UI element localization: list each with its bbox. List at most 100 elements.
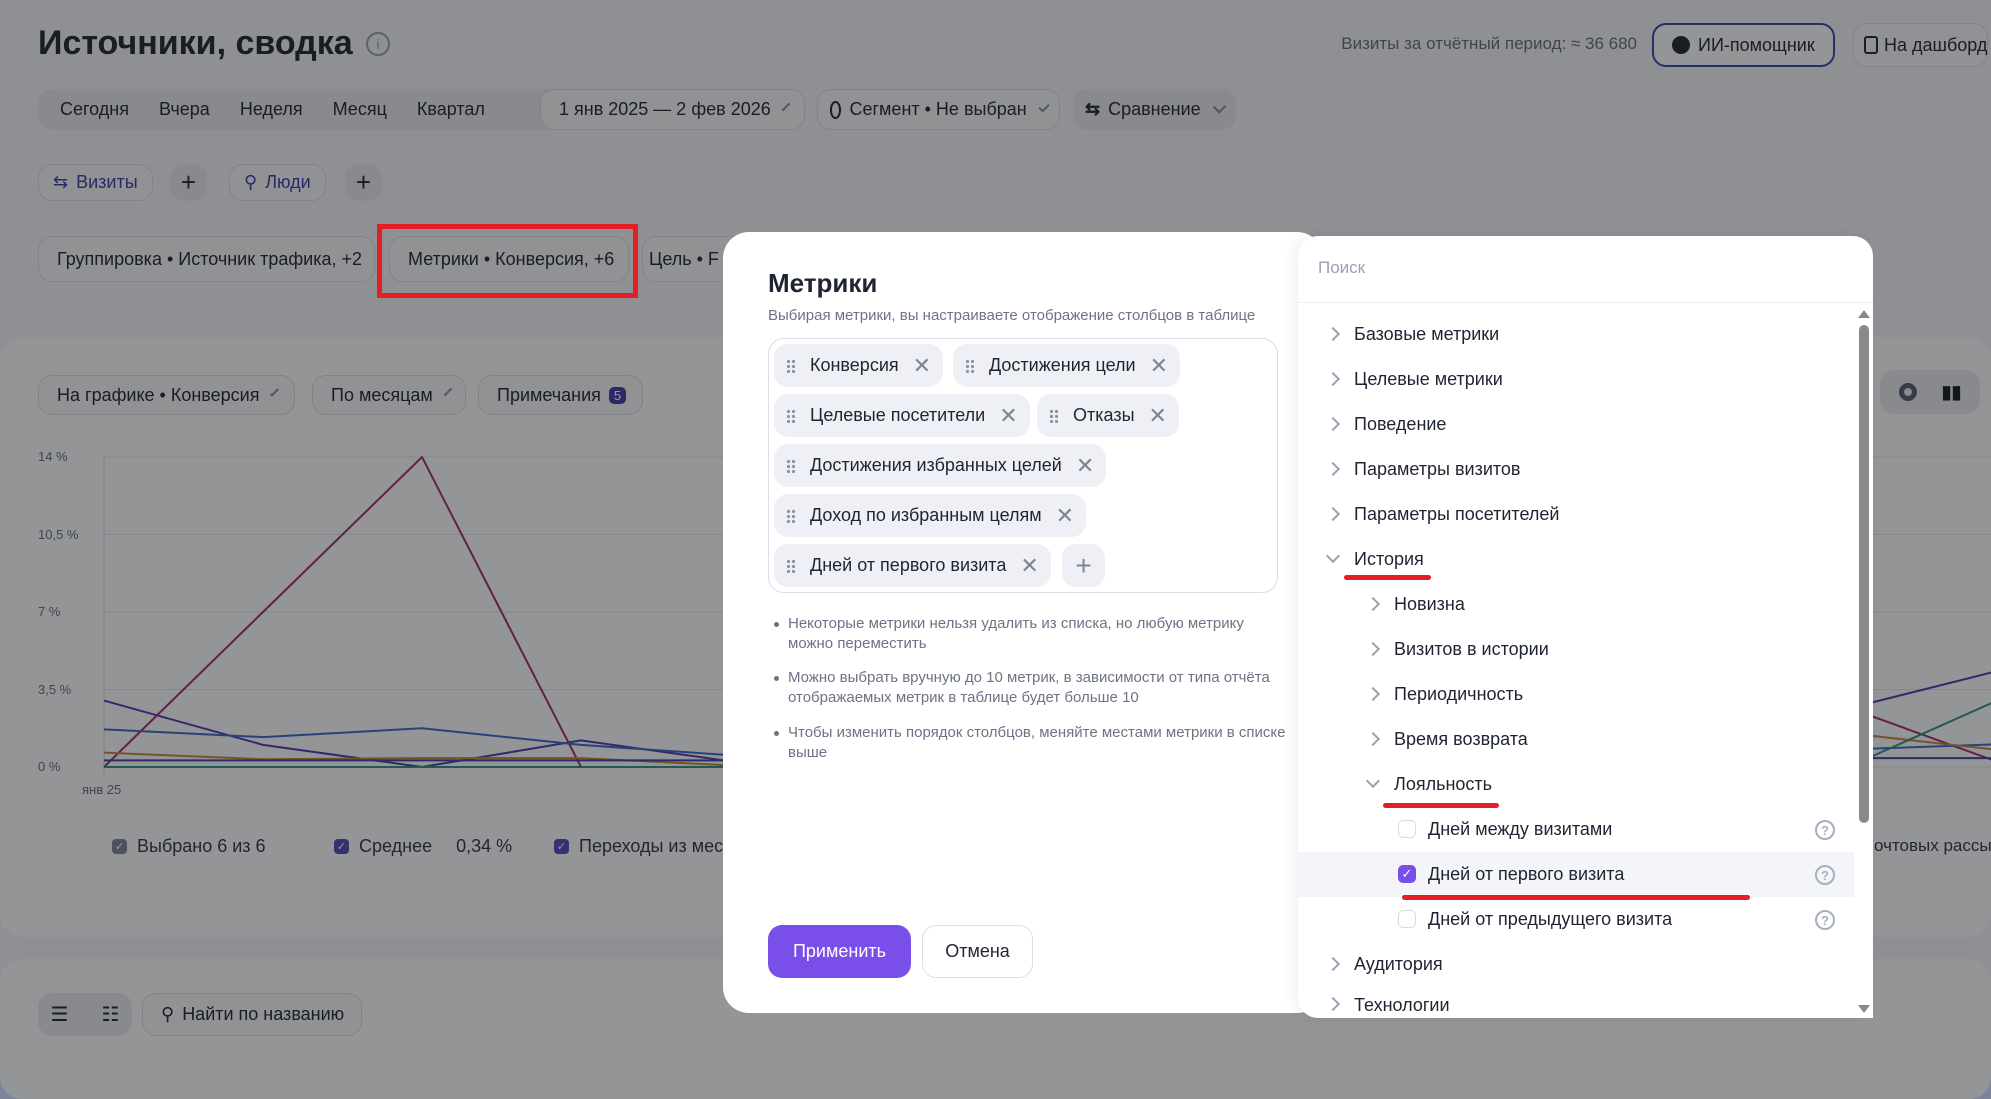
series-line-3[interactable] xyxy=(103,751,741,767)
add-visits-button[interactable]: + xyxy=(170,164,207,201)
list-view-icon[interactable]: ☰ xyxy=(50,1004,69,1026)
search-icon: ⚲ xyxy=(161,1004,175,1024)
legend-series-right[interactable]: очтовых рассы xyxy=(1874,836,1991,856)
chevron-right-icon xyxy=(1325,461,1341,477)
ai-assistant-button[interactable]: ИИ-помощник xyxy=(1652,23,1835,67)
chart-metric-dropdown[interactable]: На графике • Конверсия xyxy=(38,375,295,415)
date-range-picker[interactable]: 1 янв 2025 — 2 фев 2026 xyxy=(540,89,805,130)
legend-series[interactable]: ✓ Переходы из мес xyxy=(554,836,723,857)
table-search-input[interactable]: ⚲ Найти по названию xyxy=(142,993,362,1036)
legend-average[interactable]: ✓ Среднее 0,34 % xyxy=(334,836,512,857)
tree-item[interactable]: Время возврата xyxy=(1365,717,1528,761)
scrollbar-thumb[interactable] xyxy=(1859,325,1869,823)
segment-button[interactable]: Сегмент • Не выбран xyxy=(817,89,1060,130)
series-line-0[interactable] xyxy=(103,455,582,768)
comparison-button[interactable]: ⇆ Сравнение xyxy=(1073,89,1236,130)
remove-icon[interactable]: ✕ xyxy=(999,402,1018,428)
metric-tag[interactable]: Дней от первого визита ✕ xyxy=(774,544,1051,587)
drag-handle-icon[interactable] xyxy=(786,558,796,573)
metric-checkbox-row[interactable]: Дней между визитами xyxy=(1398,807,1612,851)
period-month[interactable]: Месяц xyxy=(332,99,387,119)
remove-icon[interactable]: ✕ xyxy=(1055,502,1075,528)
add-people-button[interactable]: + xyxy=(345,164,382,201)
people-segment-button[interactable]: ⚲ Люди xyxy=(229,164,326,201)
tree-item[interactable]: Аудитория xyxy=(1325,942,1443,986)
metric-tag[interactable]: Доход по избранным целям ✕ xyxy=(774,494,1087,537)
table-search-placeholder: Найти по названию xyxy=(182,1004,345,1024)
metric-tag[interactable]: Целевые посетители ✕ xyxy=(774,394,1030,437)
annotation-box xyxy=(377,224,638,298)
metric-tag-label: Доход по избранным целям xyxy=(810,505,1042,525)
tree-label: Поведение xyxy=(1354,413,1447,434)
metric-tag[interactable]: Конверсия ✕ xyxy=(774,344,944,387)
metrics-filter[interactable]: Метрики • Конверсия, +6 xyxy=(389,236,629,282)
metric-checkbox-row[interactable]: ✓ Дней от первого визита xyxy=(1398,852,1624,896)
x-tick: янв 25 xyxy=(82,782,122,797)
remove-icon[interactable]: ✕ xyxy=(1075,452,1095,478)
cancel-button[interactable]: Отмена xyxy=(922,925,1033,978)
period-quarter[interactable]: Квартал xyxy=(416,99,485,119)
checkbox[interactable] xyxy=(1398,910,1416,928)
tree-item[interactable]: Поведение xyxy=(1325,402,1447,446)
remove-icon[interactable]: ✕ xyxy=(1148,402,1167,428)
checkbox-checked[interactable]: ✓ xyxy=(1398,865,1416,883)
help-icon[interactable]: ? xyxy=(1815,865,1835,885)
visits-label: Визиты xyxy=(76,172,138,192)
scroll-down-arrow[interactable] xyxy=(1858,1005,1870,1013)
dashboard-button[interactable]: На дашборд xyxy=(1853,23,1989,67)
tree-item[interactable]: Новизна xyxy=(1365,582,1465,626)
chevron-right-icon xyxy=(1365,731,1381,747)
info-icon[interactable]: i xyxy=(366,32,390,56)
pie-chart-icon[interactable] xyxy=(1898,383,1917,401)
scroll-up-arrow[interactable] xyxy=(1858,310,1870,318)
remove-icon[interactable]: ✕ xyxy=(1020,552,1039,578)
tree-view-icon[interactable]: ☷ xyxy=(101,1004,120,1026)
tree-item[interactable]: Параметры визитов xyxy=(1325,447,1521,491)
chart-period-dropdown[interactable]: По месяцам xyxy=(312,375,466,415)
apply-button[interactable]: Применить xyxy=(768,925,911,978)
remove-icon[interactable]: ✕ xyxy=(912,352,932,378)
checkbox-icon: ✓ xyxy=(334,839,349,854)
metric-tag[interactable]: Достижения цели ✕ xyxy=(953,344,1181,387)
tree-item[interactable]: Технологии xyxy=(1328,987,1450,1018)
tree-item[interactable]: Параметры посетителей xyxy=(1325,492,1559,536)
drag-handle-icon[interactable] xyxy=(786,508,796,523)
tree-item[interactable]: Визитов в истории xyxy=(1365,627,1549,671)
metrics-search-input[interactable]: Поиск xyxy=(1318,258,1366,277)
tree-item[interactable]: Периодичность xyxy=(1365,672,1523,716)
drag-handle-icon[interactable] xyxy=(1049,408,1059,423)
tree-item-history[interactable]: История xyxy=(1325,537,1424,581)
tree-item[interactable]: Базовые метрики xyxy=(1325,312,1499,356)
help-icon[interactable]: ? xyxy=(1815,820,1835,840)
metric-tag[interactable]: Достижения избранных целей ✕ xyxy=(774,444,1107,487)
series-line-2[interactable] xyxy=(1852,743,1991,751)
tree-item-loyalty[interactable]: Лояльность xyxy=(1365,762,1492,806)
metric-tag[interactable]: Отказы ✕ xyxy=(1037,394,1179,437)
compare-icon: ⇆ xyxy=(1085,99,1101,119)
tree-label: Аудитория xyxy=(1354,953,1443,974)
period-today[interactable]: Сегодня xyxy=(60,99,129,119)
checkbox[interactable] xyxy=(1398,820,1416,838)
tree-item[interactable]: Целевые метрики xyxy=(1325,357,1503,401)
period-week[interactable]: Неделя xyxy=(239,99,303,119)
series-line-3[interactable] xyxy=(1852,732,1991,752)
drag-handle-icon[interactable] xyxy=(786,408,796,423)
notes-button[interactable]: Примечания 5 xyxy=(478,375,643,415)
chart-metric-label: На графике • Конверсия xyxy=(57,384,260,405)
series-line-5[interactable] xyxy=(1852,694,1991,766)
legend-select-all[interactable]: ✓ Выбрано 6 из 6 xyxy=(112,836,266,857)
period-yesterday[interactable]: Вчера xyxy=(159,99,210,119)
grouping-filter[interactable]: Группировка • Источник трафика, +2 xyxy=(38,236,375,282)
help-icon[interactable]: ? xyxy=(1815,910,1835,930)
drag-handle-icon[interactable] xyxy=(786,458,796,473)
metric-tag-label: Отказы xyxy=(1073,405,1135,425)
add-metric-button[interactable]: + xyxy=(1062,544,1105,587)
drag-handle-icon[interactable] xyxy=(965,358,975,373)
series-line-2[interactable] xyxy=(103,727,741,757)
series-line-1[interactable] xyxy=(1852,667,1991,709)
metric-checkbox-row[interactable]: Дней от предыдущего визита xyxy=(1398,897,1672,941)
visits-segment-button[interactable]: ⇆ Визиты xyxy=(38,164,153,201)
drag-handle-icon[interactable] xyxy=(786,358,796,373)
remove-icon[interactable]: ✕ xyxy=(1149,352,1169,378)
bar-chart-icon[interactable]: ▮▮ xyxy=(1941,381,1962,402)
